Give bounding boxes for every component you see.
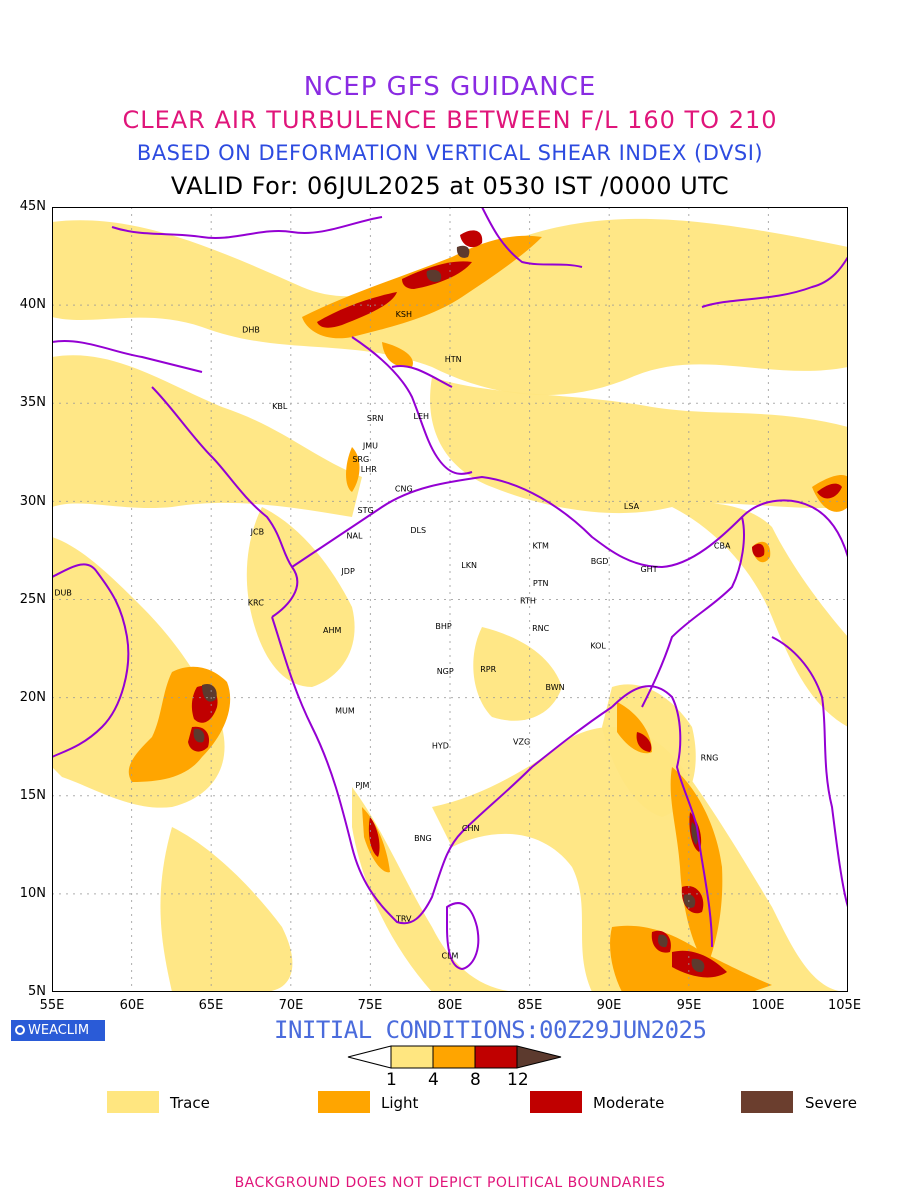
colorbar-bin-light xyxy=(432,1045,476,1069)
city-label: LEH xyxy=(414,412,430,421)
moderate-turbulence-areas xyxy=(188,230,842,978)
city-label: AHM xyxy=(323,626,341,635)
legend-label-severe: Severe xyxy=(805,1094,857,1112)
city-label: BNG xyxy=(414,834,432,843)
city-label: LHR xyxy=(361,465,377,474)
lon-label: 105E xyxy=(828,998,862,1013)
city-label: JMU xyxy=(362,441,378,450)
lon-label: 65E xyxy=(198,998,224,1013)
lat-label: 20N xyxy=(19,690,46,705)
city-label: BGD xyxy=(591,557,609,566)
city-label: VZG xyxy=(513,738,530,747)
city-label: HTN xyxy=(445,355,462,364)
map-border xyxy=(52,207,848,992)
colorbar-low-arrow xyxy=(347,1045,392,1069)
lat-label: 5N xyxy=(28,984,46,999)
lat-label: 35N xyxy=(19,395,46,410)
legend-swatch-light xyxy=(318,1091,370,1113)
city-label: KTM xyxy=(532,542,549,551)
lat-label: 10N xyxy=(19,886,46,901)
logo-ring-icon xyxy=(15,1024,25,1035)
city-label: CNG xyxy=(395,485,413,494)
lon-label: 60E xyxy=(119,998,145,1013)
city-label: MUM xyxy=(335,706,355,715)
colorbar-bin-moderate xyxy=(474,1045,518,1069)
city-label: JDP xyxy=(340,567,355,576)
colorbar-tick: 4 xyxy=(428,1070,439,1090)
city-label: RPR xyxy=(480,665,496,674)
city-label: CBA xyxy=(714,542,731,551)
city-label: LKN xyxy=(461,561,477,570)
city-label: SRN xyxy=(367,414,384,423)
lat-label: 25N xyxy=(19,592,46,607)
colorbar-high-arrow xyxy=(516,1045,562,1069)
weaclim-logo: WEACLIM xyxy=(11,1020,105,1041)
colorbar-tick: 8 xyxy=(470,1070,481,1090)
lon-label: 75E xyxy=(357,998,383,1013)
city-label: GHT xyxy=(640,565,657,574)
city-label: STG xyxy=(358,506,374,515)
city-label: NGP xyxy=(437,667,454,676)
city-label: RTH xyxy=(520,596,536,605)
legend-swatch-moderate xyxy=(530,1091,582,1113)
city-label: TRV xyxy=(395,914,412,923)
lon-label: 95E xyxy=(676,998,702,1013)
colorbar-tick: 1 xyxy=(386,1070,397,1090)
lat-label: 15N xyxy=(19,788,46,803)
city-label: JCB xyxy=(250,528,264,537)
legend-label-moderate: Moderate xyxy=(593,1094,665,1112)
city-label: KBL xyxy=(272,402,288,411)
city-label: BWN xyxy=(546,683,565,692)
product-subtitle: CLEAR AIR TURBULENCE BETWEEN F/L 160 TO … xyxy=(122,106,778,134)
lat-label: 45N xyxy=(19,199,46,214)
city-label: PTN xyxy=(533,579,549,588)
valid-time: VALID For: 06JUL2025 at 0530 IST /0000 U… xyxy=(170,172,730,200)
initial-conditions: INITIAL CONDITIONS:00Z29JUN2025 xyxy=(274,1016,707,1044)
city-label: LSA xyxy=(624,502,640,511)
colorbar-tick: 12 xyxy=(507,1070,529,1090)
legend-swatch-severe xyxy=(741,1091,793,1113)
lat-label: 40N xyxy=(19,297,46,312)
city-label: SRG xyxy=(352,455,369,464)
lat-label: 30N xyxy=(19,494,46,509)
city-label: NAL xyxy=(347,532,363,541)
lon-label: 90E xyxy=(596,998,622,1013)
city-label: KRC xyxy=(248,598,264,607)
legend-swatch-trace xyxy=(107,1091,159,1113)
legend-label-trace: Trace xyxy=(170,1094,210,1112)
lon-label: 100E xyxy=(751,998,785,1013)
city-label: HYD xyxy=(432,742,449,751)
colorbar xyxy=(347,1045,562,1069)
colorbar-bin-trace xyxy=(390,1045,434,1069)
logo-text: WEACLIM xyxy=(28,1023,90,1038)
chart-title: NCEP GFS GUIDANCE xyxy=(303,72,597,102)
city-label: RNG xyxy=(701,753,719,762)
city-label: CHN xyxy=(462,824,480,833)
city-label: CLM xyxy=(442,952,459,961)
city-label: PJM xyxy=(355,781,369,790)
city-label: KSH xyxy=(396,310,412,319)
lon-label: 70E xyxy=(278,998,304,1013)
disclaimer-footer: BACKGROUND DOES NOT DEPICT POLITICAL BOU… xyxy=(234,1175,666,1191)
lon-label: 80E xyxy=(437,998,463,1013)
lon-label: 85E xyxy=(517,998,543,1013)
legend-label-light: Light xyxy=(381,1094,419,1112)
index-description: BASED ON DEFORMATION VERTICAL SHEAR INDE… xyxy=(136,141,764,165)
severe-turbulence-areas xyxy=(193,245,705,973)
city-label: BHP xyxy=(435,622,452,631)
city-label: DHB xyxy=(242,326,260,335)
boundary-lines xyxy=(52,207,848,970)
city-label: RNC xyxy=(532,624,550,633)
city-label: DLS xyxy=(410,526,426,535)
lon-label: 55E xyxy=(39,998,65,1013)
city-label: KOL xyxy=(590,642,606,651)
city-label: DUB xyxy=(54,589,72,598)
